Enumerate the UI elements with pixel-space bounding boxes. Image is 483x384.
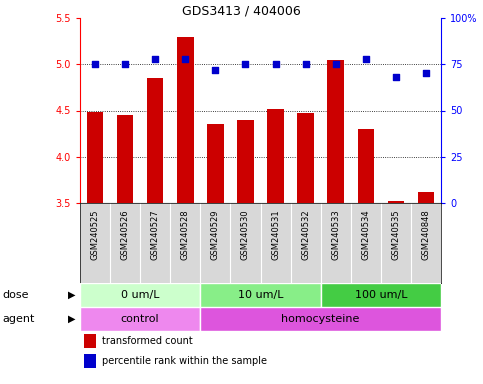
Bar xyxy=(418,192,434,203)
Text: ▶: ▶ xyxy=(68,290,76,300)
Bar xyxy=(298,113,314,203)
Point xyxy=(242,61,249,67)
Text: GDS3413 / 404006: GDS3413 / 404006 xyxy=(182,4,301,17)
Text: GSM240528: GSM240528 xyxy=(181,209,190,260)
Point xyxy=(302,61,310,67)
Text: homocysteine: homocysteine xyxy=(282,314,360,324)
Point xyxy=(392,74,400,80)
Point xyxy=(271,61,279,67)
Text: GSM240531: GSM240531 xyxy=(271,209,280,260)
Text: GSM240529: GSM240529 xyxy=(211,209,220,260)
Text: transformed count: transformed count xyxy=(101,336,192,346)
Text: dose: dose xyxy=(2,290,28,300)
Point xyxy=(362,56,369,62)
Bar xyxy=(117,115,133,203)
Bar xyxy=(80,307,200,331)
Text: GSM240533: GSM240533 xyxy=(331,209,340,260)
Text: GSM240532: GSM240532 xyxy=(301,209,310,260)
Bar xyxy=(84,334,96,348)
Text: control: control xyxy=(121,314,159,324)
Text: 100 um/L: 100 um/L xyxy=(355,290,407,300)
Bar xyxy=(207,124,224,203)
Bar xyxy=(177,36,194,203)
Text: GSM240535: GSM240535 xyxy=(391,209,400,260)
Bar xyxy=(387,201,404,203)
Bar xyxy=(321,283,441,307)
Point xyxy=(332,61,340,67)
Point xyxy=(151,56,159,62)
Text: 0 um/L: 0 um/L xyxy=(121,290,159,300)
Point xyxy=(91,61,99,67)
Text: 10 um/L: 10 um/L xyxy=(238,290,283,300)
Bar xyxy=(267,109,284,203)
Point xyxy=(212,67,219,73)
Bar xyxy=(200,283,321,307)
Text: percentile rank within the sample: percentile rank within the sample xyxy=(101,356,267,366)
Text: GSM240530: GSM240530 xyxy=(241,209,250,260)
Point xyxy=(182,56,189,62)
Text: ▶: ▶ xyxy=(68,314,76,324)
Point xyxy=(121,61,129,67)
Bar xyxy=(87,113,103,203)
Text: GSM240534: GSM240534 xyxy=(361,209,370,260)
Text: agent: agent xyxy=(2,314,34,324)
Text: GSM240526: GSM240526 xyxy=(121,209,129,260)
Bar xyxy=(357,129,374,203)
Bar xyxy=(80,283,200,307)
Bar xyxy=(84,354,96,368)
Bar xyxy=(147,78,163,203)
Text: GSM240525: GSM240525 xyxy=(90,209,99,260)
Bar xyxy=(237,120,254,203)
Text: GSM240527: GSM240527 xyxy=(151,209,160,260)
Text: GSM240848: GSM240848 xyxy=(422,209,430,260)
Point xyxy=(422,70,430,76)
Bar xyxy=(200,307,441,331)
Bar xyxy=(327,60,344,203)
